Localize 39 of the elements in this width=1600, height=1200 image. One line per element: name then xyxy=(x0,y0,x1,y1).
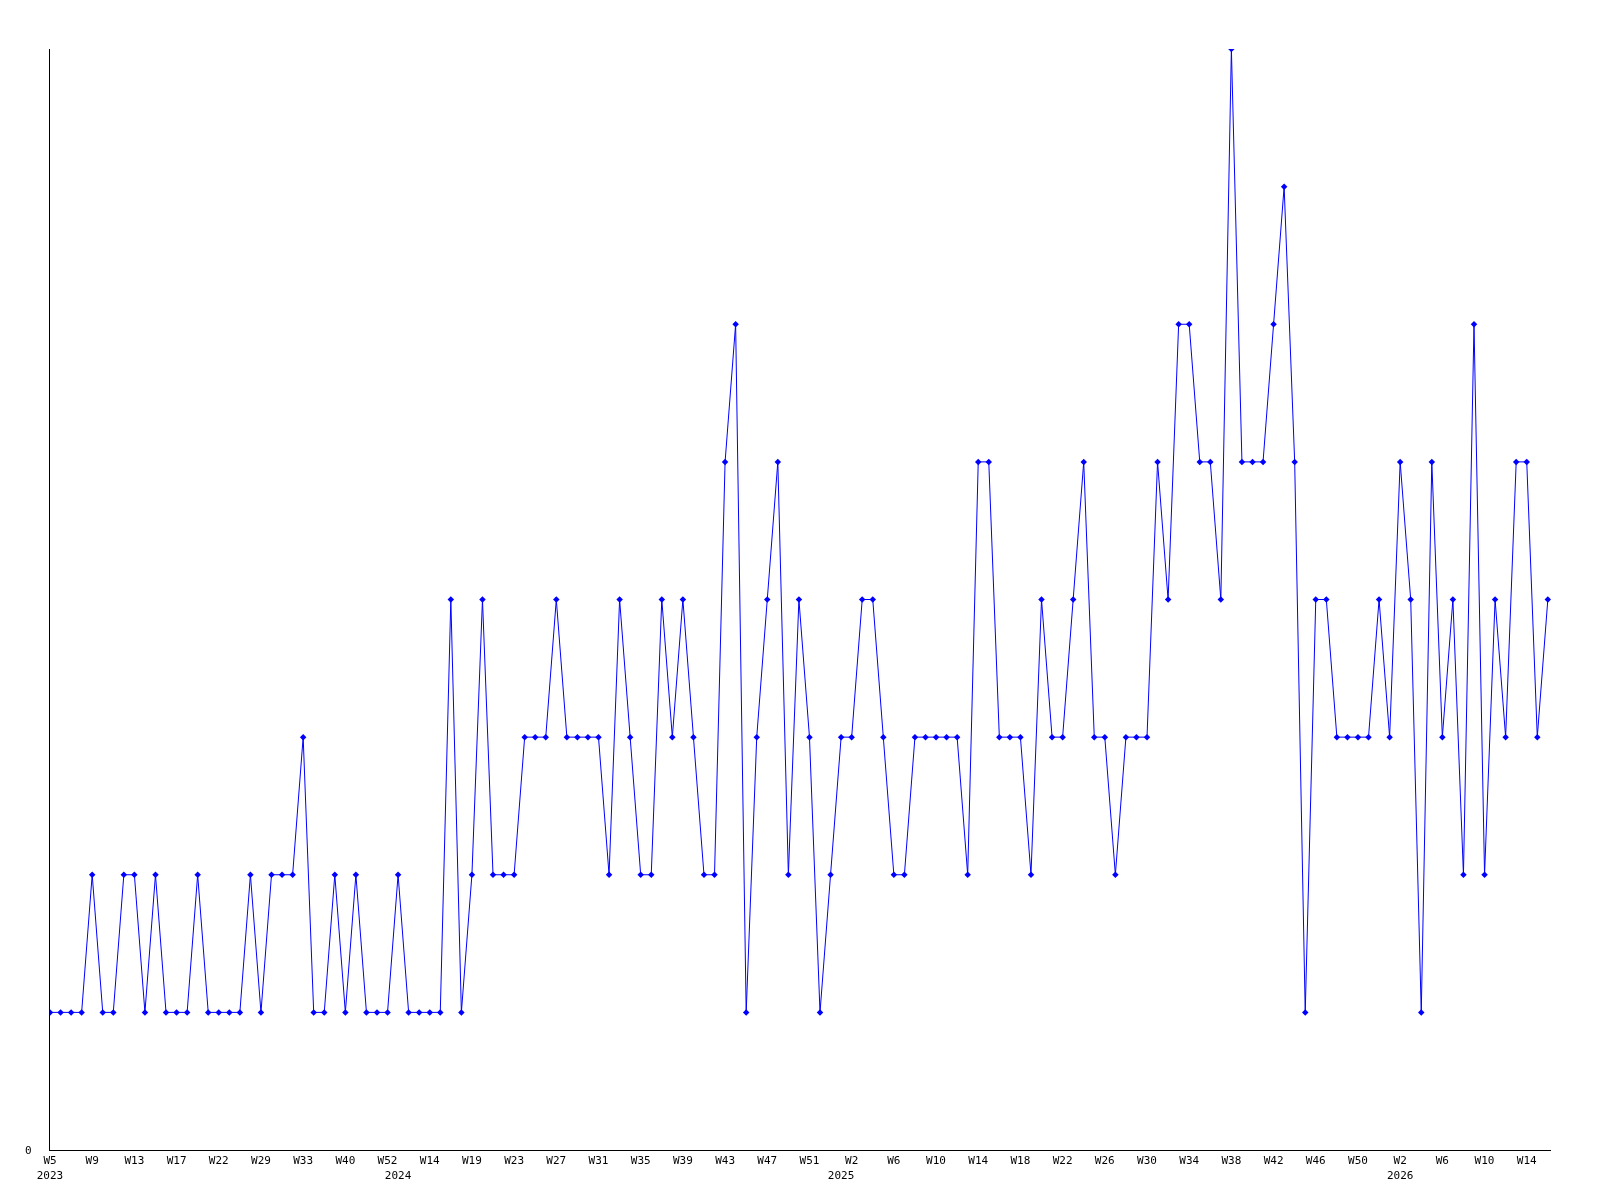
x-tick-label: W5 2023 xyxy=(36,1154,64,1182)
x-tick-label: W13 xyxy=(124,1154,145,1168)
x-tick-label: W51 xyxy=(799,1154,820,1168)
x-tick-label: W9 xyxy=(85,1154,99,1168)
x-tick-label: W14 xyxy=(968,1154,989,1168)
x-tick-label: W33 xyxy=(293,1154,314,1168)
x-tick-label: 2025 xyxy=(827,1168,855,1182)
x-tick-label: W50 xyxy=(1348,1154,1368,1168)
x-tick-label: W10 xyxy=(926,1154,946,1168)
x-tick-label: W42 xyxy=(1263,1154,1284,1168)
x-tick-label: 2024 xyxy=(384,1168,412,1182)
x-tick-label: W2 2026 xyxy=(1386,1154,1414,1182)
x-tick-label: W23 xyxy=(504,1154,525,1168)
x-tick-label: W22 xyxy=(1052,1154,1073,1168)
text: 0 xyxy=(25,1144,32,1157)
x-tick-label: W43 xyxy=(715,1154,736,1168)
x-tick-label: W34 xyxy=(1179,1154,1200,1168)
x-tick-label: W39 xyxy=(672,1154,693,1168)
x-tick-label: W26 xyxy=(1094,1154,1115,1168)
x-tick-label: W46 xyxy=(1305,1154,1326,1168)
x-tick-label: W6 xyxy=(887,1154,901,1168)
x-tick-label: W10 xyxy=(1474,1154,1495,1168)
x-tick-label: W29 xyxy=(251,1154,271,1168)
x-tick-label: W22 xyxy=(208,1154,229,1168)
x-tick-label: W17 xyxy=(166,1154,187,1168)
x-tick-label: W52 xyxy=(377,1154,398,1168)
x-tick-label: W14 xyxy=(1516,1154,1538,1168)
x-tick-label: W38 xyxy=(1221,1154,1242,1168)
x-tick-label: W18 xyxy=(1010,1154,1031,1168)
x-tick-label: W6 xyxy=(1435,1154,1449,1168)
x-tick-label: W27 xyxy=(546,1154,567,1168)
x-tick-label: W47 xyxy=(757,1154,778,1168)
x-tick-label: W14 xyxy=(419,1154,441,1168)
x-tick-label: W35 xyxy=(630,1154,651,1168)
x-tick-label: W19 xyxy=(461,1154,482,1168)
x-tick-label: W31 xyxy=(588,1154,609,1168)
x-tick-label: W30 xyxy=(1137,1154,1157,1168)
x-tick-label: W2 xyxy=(845,1154,859,1168)
x-tick-label: W40 xyxy=(335,1154,356,1168)
